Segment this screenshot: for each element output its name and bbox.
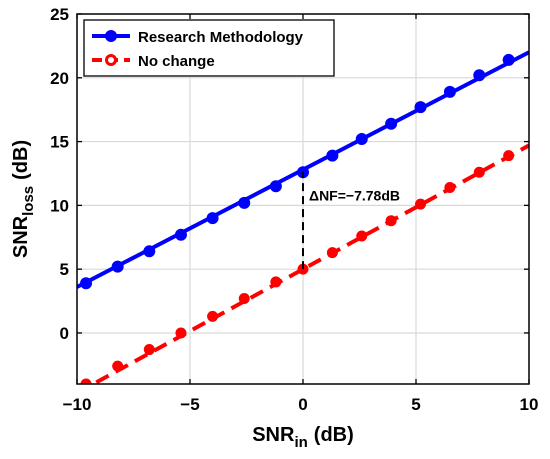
series-point xyxy=(80,378,92,384)
y-axis-label-sub: loss xyxy=(20,186,37,216)
y-tick-label: 15 xyxy=(50,133,69,152)
y-tick-label: 25 xyxy=(50,5,69,24)
series-point xyxy=(207,310,219,322)
legend-label-nochange: No change xyxy=(138,53,215,70)
series-point xyxy=(143,344,155,356)
series-point xyxy=(80,277,93,290)
series-point xyxy=(414,101,427,114)
x-axis-label: SNRin (dB) xyxy=(252,424,354,451)
ticks xyxy=(76,13,530,384)
series-point xyxy=(443,85,456,98)
series-point xyxy=(269,180,282,193)
series-point xyxy=(356,230,368,242)
series-point xyxy=(238,196,251,209)
series-point xyxy=(175,327,187,339)
legend-label-research: Research Methodology xyxy=(138,29,304,46)
series-point xyxy=(502,53,515,66)
x-axis-label-main: SNR xyxy=(252,424,295,446)
series-point xyxy=(415,198,427,210)
series-point xyxy=(111,260,124,273)
series-0 xyxy=(77,50,529,290)
y-axis-label-unit: (dB) xyxy=(10,140,32,180)
series-point xyxy=(174,228,187,241)
series-point xyxy=(143,245,156,258)
annotation: ΔNF=−7.78dB xyxy=(302,172,400,270)
series-point xyxy=(385,215,397,227)
series-point xyxy=(503,150,515,162)
y-tick-label: 20 xyxy=(50,69,69,88)
y-tick-label: 0 xyxy=(60,324,69,343)
series-point xyxy=(270,276,282,288)
y-tick-label: 10 xyxy=(50,196,69,215)
series-point xyxy=(385,117,398,130)
series-point xyxy=(206,212,219,225)
legend: Research Methodology No change xyxy=(83,19,335,77)
series-point xyxy=(473,69,486,82)
series-point xyxy=(355,133,368,146)
x-tick-label: 0 xyxy=(298,395,307,414)
x-tick-label: 5 xyxy=(411,395,420,414)
x-tick-label: −10 xyxy=(63,395,92,414)
series-point xyxy=(238,293,250,305)
legend-box xyxy=(83,19,335,77)
x-axis-label-unit: (dB) xyxy=(314,424,354,446)
annotation-text: ΔNF=−7.78dB xyxy=(309,187,400,203)
y-tick-label: 5 xyxy=(60,260,69,279)
tick-labels: −10 −5 0 5 10 0 5 10 15 20 25 xyxy=(50,5,538,414)
series-point xyxy=(444,182,456,194)
series-point xyxy=(326,247,338,259)
y-axis-label: SNRloss (dB) xyxy=(10,140,37,258)
y-axis-label-main: SNR xyxy=(10,215,32,258)
series-layer xyxy=(77,50,529,384)
x-tick-label: 10 xyxy=(520,395,539,414)
series-point xyxy=(297,166,309,179)
series-1 xyxy=(80,143,529,384)
series-point xyxy=(326,149,339,162)
legend-marker-nochange xyxy=(105,54,117,66)
series-point xyxy=(112,360,124,372)
legend-marker-research xyxy=(105,30,117,42)
series-point xyxy=(473,166,485,178)
x-tick-label: −5 xyxy=(180,395,199,414)
x-axis-label-sub: in xyxy=(294,434,307,451)
